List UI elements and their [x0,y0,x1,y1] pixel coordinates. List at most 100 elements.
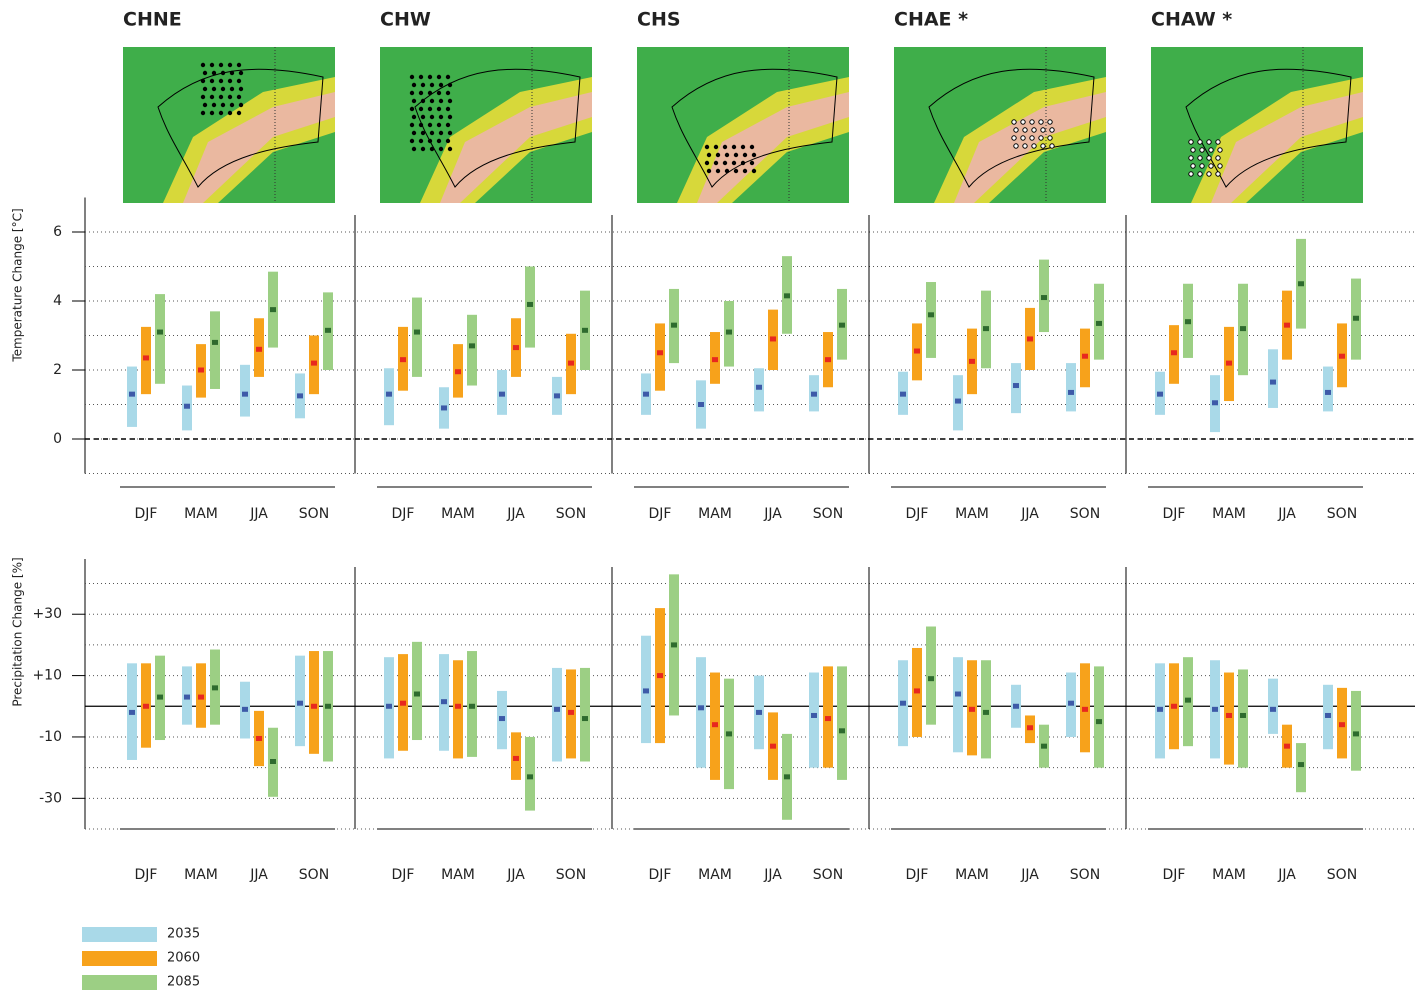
grid-point [412,83,416,87]
grid-point [446,107,450,111]
grid-point [1012,120,1016,124]
median-mark [325,704,331,709]
median-mark [1353,731,1359,736]
median-mark [928,676,934,681]
median-mark [513,345,519,350]
median-mark [400,701,406,706]
grid-point [419,75,423,79]
range-bar [240,365,250,417]
grid-point [437,75,441,79]
grid-point [1023,144,1027,148]
range-bar [1224,673,1234,765]
median-mark [1027,725,1033,730]
grid-point [723,145,727,149]
median-mark [311,704,317,709]
median-mark [441,405,447,410]
grid-point [412,131,416,135]
grid-point [239,87,243,91]
grid-point [1191,164,1195,168]
median-mark [643,392,649,397]
median-mark [698,705,704,710]
grid-point [428,75,432,79]
grid-point [201,79,205,83]
median-mark [527,302,533,307]
median-mark [825,357,831,362]
grid-point [1198,140,1202,144]
median-mark [698,402,704,407]
median-mark [1226,713,1232,718]
grid-point [428,107,432,111]
grid-point [1189,140,1193,144]
y-tick-label: +30 [32,606,62,622]
y-axis-label: Temperature Change [°C] [11,208,25,362]
grid-point [446,91,450,95]
grid-point [419,123,423,127]
median-mark [270,307,276,312]
grid-point [1200,148,1204,152]
median-mark [469,704,475,709]
median-mark [811,713,817,718]
median-mark [914,688,920,693]
median-mark [1096,719,1102,724]
median-mark [256,347,262,352]
median-mark [1298,281,1304,286]
grid-point [1030,120,1034,124]
grid-point [239,103,243,107]
grid-point [1041,128,1045,132]
grid-point [219,111,223,115]
median-mark [311,361,317,366]
median-mark [712,357,718,362]
median-mark [386,704,392,709]
map [1151,47,1363,203]
grid-point [410,75,414,79]
median-mark [657,673,663,678]
median-mark [955,399,961,404]
range-bar [141,327,151,394]
median-mark [726,330,732,335]
range-bar [754,368,764,411]
grid-point [203,87,207,91]
median-mark [184,695,190,700]
median-mark [184,404,190,409]
map [123,47,335,203]
median-mark [1185,698,1191,703]
y-axis-label: Precipitation Change [%] [11,557,25,706]
grid-point [210,79,214,83]
x-tick-label: DJF [906,867,929,883]
x-tick-label: JJA [1277,506,1296,522]
grid-point [743,169,747,173]
legend-label: 2060 [167,951,200,966]
grid-point [237,63,241,67]
grid-point [203,71,207,75]
grid-point [732,161,736,165]
grid-point [439,131,443,135]
median-mark [157,695,163,700]
range-bar [1268,349,1278,408]
median-mark [499,392,505,397]
grid-point [1041,144,1045,148]
median-mark [756,385,762,390]
median-mark [455,704,461,709]
median-mark [811,392,817,397]
range-bar [155,294,165,384]
grid-point [430,147,434,151]
range-bar [580,668,590,762]
legend-swatch [82,975,157,990]
median-mark [212,340,218,345]
grid-point [439,83,443,87]
grid-point [210,63,214,67]
range-bar [525,267,535,348]
range-bar [412,298,422,377]
range-bar [926,282,936,358]
median-mark [212,685,218,690]
x-tick-label: MAM [441,867,475,883]
grid-point [446,123,450,127]
x-tick-label: SON [813,867,843,883]
y-tick-label: -10 [39,729,62,745]
y-tick-label: 2 [53,362,62,378]
grid-point [1198,172,1202,176]
grid-point [421,115,425,119]
median-mark [325,328,331,333]
region-title: CHW [380,9,431,31]
median-mark [839,323,845,328]
